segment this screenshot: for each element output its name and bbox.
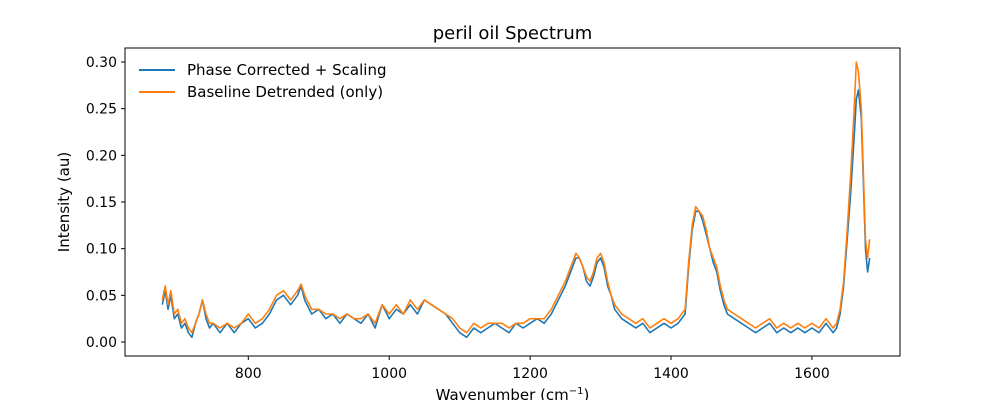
x-axis-label: Wavenumber (cm−1) [436,386,590,400]
series-layer [161,61,871,339]
x-tick-label: 800 [235,366,262,382]
y-axis-ticks: 0.00 0.05 0.10 0.15 0.20 0.25 0.30 [86,55,125,351]
y-tick-label: 0.10 [86,242,117,258]
x-tick-label: 1400 [653,366,689,382]
x-axis-label-text: Wavenumber (cm [436,386,569,400]
legend-label-baseline-detrended: Baseline Detrended (only) [187,83,383,101]
x-tick-label: 1200 [512,366,548,382]
series-line-2 [161,61,871,334]
y-axis-label: Intensity (au) [55,152,73,252]
y-tick-label: 0.15 [86,195,117,211]
y-tick-label: 0.20 [86,148,117,164]
series-line-1 [161,89,871,339]
x-tick-label: 1000 [371,366,407,382]
chart-title: peril oil Spectrum [433,23,593,44]
y-tick-label: 0.05 [86,288,117,304]
x-tick-label: 1600 [794,366,830,382]
x-axis-ticks: 800 1000 1200 1400 1600 [235,356,830,382]
legend-label-phase-corrected: Phase Corrected + Scaling [187,61,386,79]
x-axis-label-close: ) [584,386,590,400]
legend: Phase Corrected + Scaling Baseline Detre… [139,61,386,101]
y-tick-label: 0.30 [86,55,117,71]
y-tick-label: 0.00 [86,335,117,351]
y-tick-label: 0.25 [86,102,117,118]
x-axis-label-superscript: −1 [569,386,584,397]
